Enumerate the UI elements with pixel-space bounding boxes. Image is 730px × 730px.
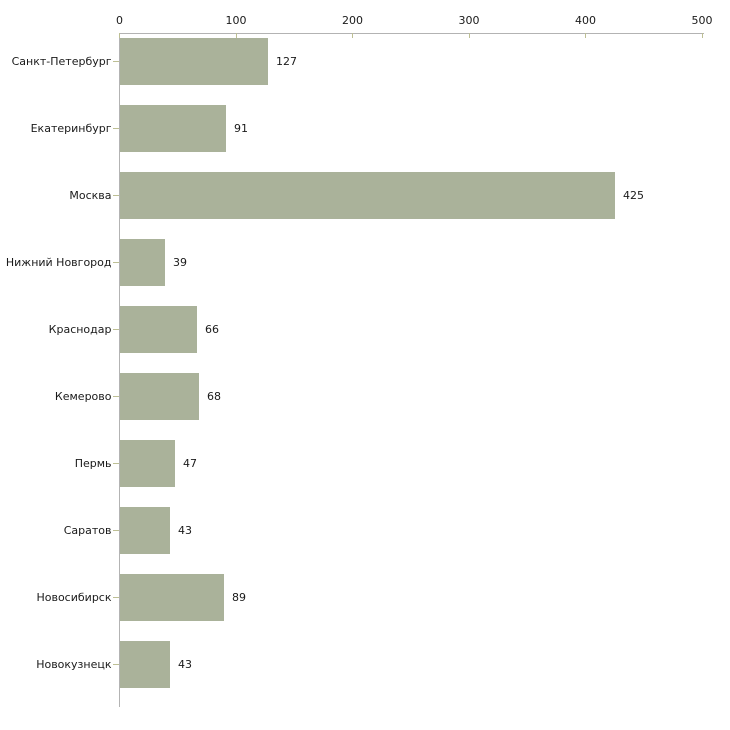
value-label: 43 — [178, 657, 192, 671]
x-axis-tick — [352, 33, 353, 38]
value-label: 127 — [276, 54, 297, 68]
bar — [120, 172, 615, 219]
bar — [120, 440, 175, 487]
value-label: 89 — [232, 590, 246, 604]
x-axis-tick-label: 200 — [342, 14, 363, 27]
category-label: Санкт-Петербург — [11, 54, 112, 68]
category-tick — [112, 530, 119, 531]
bar — [120, 507, 170, 554]
category-tick — [112, 128, 119, 129]
category-label: Екатеринбург — [30, 121, 112, 135]
x-axis-tick — [235, 33, 237, 38]
category-label: Саратов — [63, 523, 112, 537]
bar — [120, 574, 224, 621]
y-axis-line — [119, 33, 120, 707]
x-axis-line — [119, 33, 704, 34]
category-label: Новосибирск — [36, 590, 112, 604]
x-axis-tick-label: 400 — [575, 14, 596, 27]
x-axis-tick — [585, 33, 586, 38]
category-tick — [112, 597, 119, 598]
x-axis-tick — [119, 33, 120, 38]
value-label: 43 — [178, 523, 192, 537]
value-label: 68 — [207, 389, 221, 403]
category-label: Кемерово — [54, 389, 112, 403]
category-tick — [112, 664, 119, 665]
category-tick — [112, 61, 119, 62]
category-label: Пермь — [74, 456, 112, 470]
bar — [120, 641, 170, 688]
value-label: 47 — [183, 456, 197, 470]
category-label: Нижний Новгород — [5, 255, 112, 269]
category-label: Москва — [69, 188, 112, 202]
x-axis-tick — [701, 33, 703, 38]
category-tick — [112, 329, 119, 330]
value-label: 425 — [623, 188, 644, 202]
x-axis-tick-label: 500 — [691, 14, 713, 27]
x-axis-tick-label: 300 — [458, 14, 480, 27]
x-axis-tick-label: 0 — [116, 14, 123, 27]
category-label: Новокузнецк — [36, 657, 112, 671]
category-tick — [112, 195, 119, 196]
category-label: Краснодар — [48, 322, 112, 336]
value-label: 91 — [234, 121, 248, 135]
value-label: 66 — [205, 322, 219, 336]
value-label: 39 — [173, 255, 187, 269]
bar — [120, 306, 197, 353]
x-axis-tick-label: 100 — [225, 14, 247, 27]
x-axis-tick — [468, 33, 470, 38]
bar — [120, 373, 199, 420]
category-tick — [112, 396, 119, 397]
category-tick — [112, 463, 119, 464]
bar — [120, 239, 165, 286]
bar — [120, 105, 226, 152]
bar — [120, 38, 268, 85]
category-tick — [112, 262, 119, 263]
